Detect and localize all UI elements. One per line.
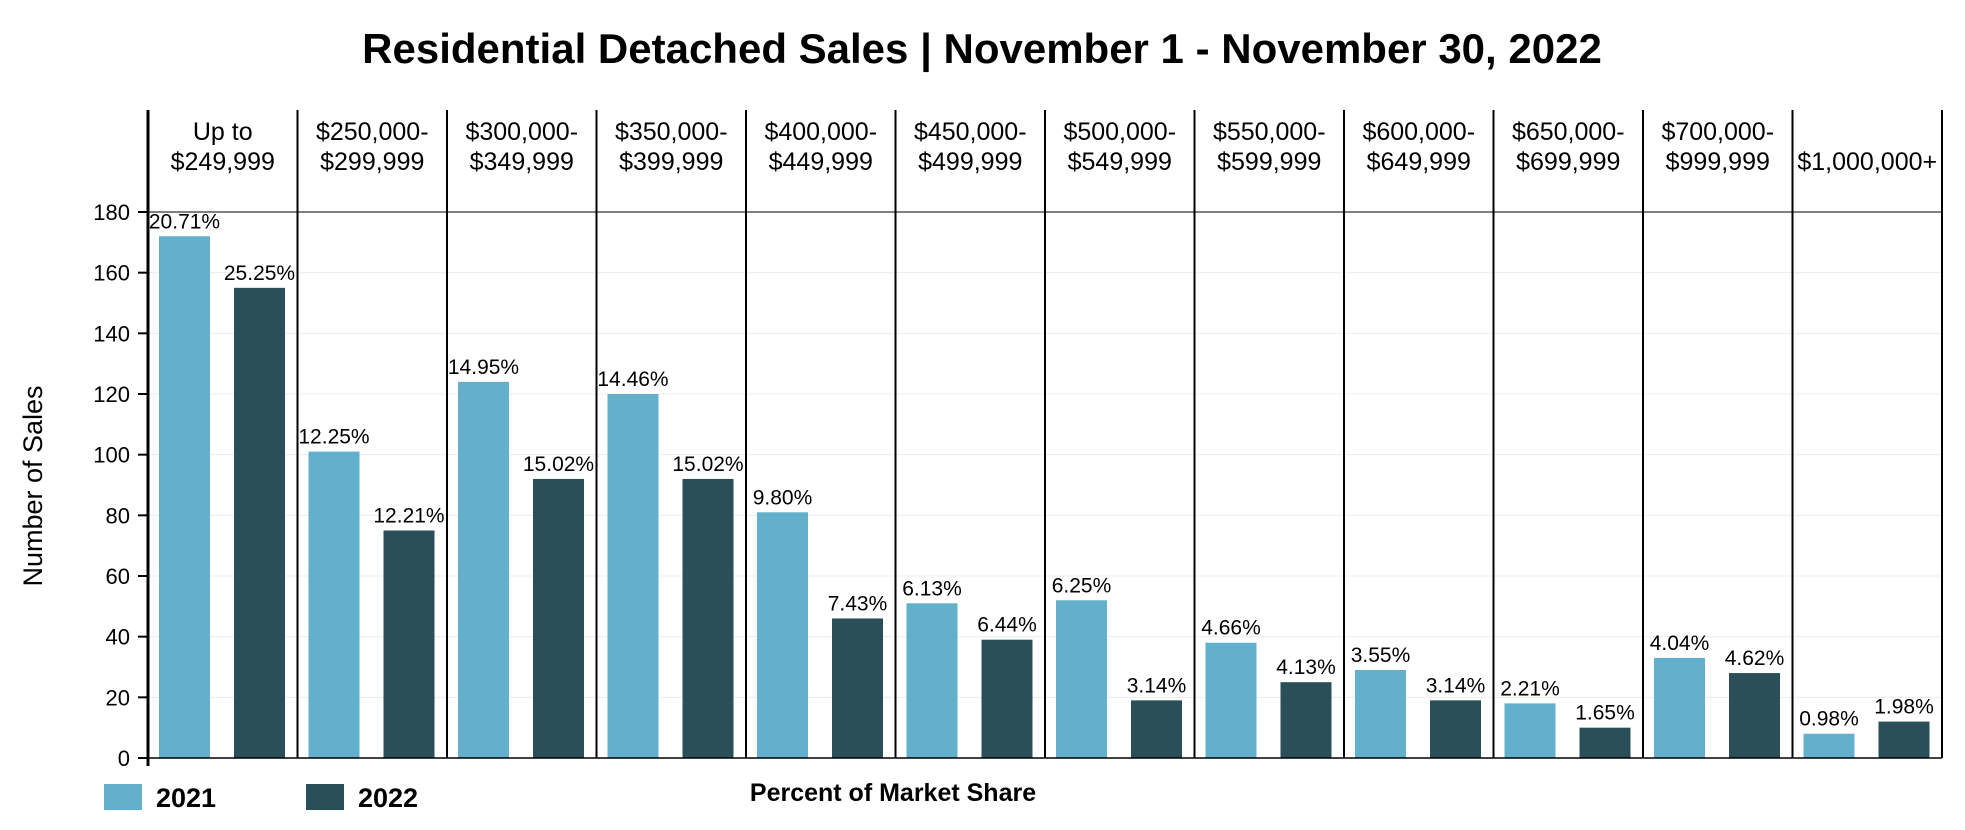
data-label: 3.14% bbox=[1426, 674, 1486, 697]
data-label: 6.13% bbox=[902, 577, 962, 600]
y-axis-title: Number of Sales bbox=[18, 385, 48, 586]
y-tick-label: 80 bbox=[106, 503, 130, 528]
category-label: $699,999 bbox=[1516, 148, 1620, 176]
category-label: $649,999 bbox=[1367, 148, 1471, 176]
bar-2022 bbox=[533, 478, 584, 758]
category-label: $299,999 bbox=[320, 148, 424, 176]
bar-2022 bbox=[1878, 721, 1930, 758]
bar-2021 bbox=[1654, 657, 1705, 758]
data-label: 15.02% bbox=[672, 453, 743, 476]
category-label: $449,999 bbox=[769, 148, 873, 176]
bar-2021 bbox=[458, 381, 509, 758]
category-label: $700,000- bbox=[1661, 118, 1774, 146]
data-label: 1.65% bbox=[1575, 702, 1635, 725]
category-label: $549,999 bbox=[1068, 148, 1172, 176]
bar-2022 bbox=[1430, 700, 1481, 758]
category-label: $349,999 bbox=[470, 148, 574, 176]
bar-2022 bbox=[1729, 673, 1780, 758]
bar-2021 bbox=[607, 394, 659, 758]
category-label: $550,000- bbox=[1213, 118, 1326, 146]
category-headers: Up to$249,999$250,000-$299,999$300,000-$… bbox=[171, 118, 1938, 176]
bar-2022 bbox=[234, 287, 285, 758]
data-label: 12.25% bbox=[298, 426, 369, 449]
data-label: 0.98% bbox=[1799, 708, 1859, 731]
category-label: $1,000,000+ bbox=[1797, 148, 1937, 176]
legend-label: 2021 bbox=[156, 783, 216, 813]
y-tick-label: 160 bbox=[93, 261, 130, 286]
y-tick-label: 20 bbox=[106, 685, 130, 710]
bar-2021 bbox=[308, 451, 360, 758]
data-label: 4.13% bbox=[1276, 656, 1336, 679]
y-tick-label: 120 bbox=[93, 382, 130, 407]
category-label: $249,999 bbox=[171, 148, 275, 176]
data-label: 2.21% bbox=[1500, 677, 1560, 700]
data-label: 12.21% bbox=[373, 505, 444, 528]
y-tick-label: 180 bbox=[93, 200, 130, 225]
bar-2022 bbox=[682, 478, 734, 758]
category-label: $350,000- bbox=[615, 118, 728, 146]
y-tick-label: 60 bbox=[106, 564, 130, 589]
category-label: $999,999 bbox=[1666, 148, 1770, 176]
data-label: 20.71% bbox=[149, 210, 220, 233]
y-tick-label: 40 bbox=[106, 625, 130, 650]
data-label: 14.95% bbox=[448, 356, 519, 379]
axes: 0 20 40 60 80 100 120 140 160 180 bbox=[93, 110, 1943, 771]
data-label: 25.25% bbox=[224, 262, 295, 285]
bar-2022 bbox=[981, 639, 1033, 758]
x-axis-footer-label: Percent of Market Share bbox=[750, 779, 1036, 807]
data-label: 4.62% bbox=[1725, 647, 1785, 670]
category-label: Up to bbox=[193, 118, 253, 146]
data-label: 4.04% bbox=[1650, 632, 1710, 655]
bar-2021 bbox=[1056, 600, 1107, 758]
y-tick-label: 140 bbox=[93, 321, 130, 346]
bar-2022 bbox=[832, 618, 883, 758]
category-label: $600,000- bbox=[1362, 118, 1475, 146]
category-label: $450,000- bbox=[914, 118, 1027, 146]
data-label: 14.46% bbox=[597, 368, 668, 391]
data-label: 7.43% bbox=[828, 592, 888, 615]
bar-2021 bbox=[757, 512, 808, 758]
category-label: $500,000- bbox=[1063, 118, 1176, 146]
category-label: $650,000- bbox=[1512, 118, 1625, 146]
bar-2021 bbox=[906, 603, 958, 758]
bar-2022 bbox=[1280, 682, 1332, 758]
bar-2022 bbox=[1579, 727, 1631, 758]
data-label: 4.66% bbox=[1201, 617, 1261, 640]
category-label: $300,000- bbox=[465, 118, 578, 146]
legend-label: 2022 bbox=[358, 783, 418, 813]
data-label: 3.14% bbox=[1127, 674, 1187, 697]
y-tick-label: 100 bbox=[93, 443, 130, 468]
category-label: $250,000- bbox=[316, 118, 429, 146]
legend: 2021 2022 bbox=[104, 783, 418, 813]
data-label: 6.25% bbox=[1052, 574, 1112, 597]
bar-2021 bbox=[1355, 670, 1406, 758]
bar-2022 bbox=[383, 530, 435, 758]
legend-swatch-2021 bbox=[104, 784, 142, 810]
bar-2021 bbox=[1205, 642, 1257, 758]
data-labels: 20.71% 12.25% 14.95% 14.46% 9.80% 6.13% 6.25% 4… bbox=[149, 210, 1934, 730]
bar-2021 bbox=[1504, 703, 1556, 758]
bars bbox=[159, 236, 1930, 758]
legend-swatch-2022 bbox=[306, 784, 344, 810]
data-label: 1.98% bbox=[1874, 696, 1934, 719]
data-label: 3.55% bbox=[1351, 644, 1411, 667]
category-label: $399,999 bbox=[619, 148, 723, 176]
bar-2021 bbox=[159, 236, 210, 758]
bar-2022 bbox=[1131, 700, 1182, 758]
category-label: $499,999 bbox=[918, 148, 1022, 176]
category-label: $400,000- bbox=[764, 118, 877, 146]
category-label: $599,999 bbox=[1217, 148, 1321, 176]
data-label: 15.02% bbox=[523, 453, 594, 476]
y-tick-label: 0 bbox=[118, 746, 130, 771]
bar-2021 bbox=[1803, 733, 1855, 758]
data-label: 9.80% bbox=[753, 486, 813, 509]
chart-title: Residential Detached Sales | November 1 … bbox=[362, 25, 1602, 73]
data-label: 6.44% bbox=[977, 614, 1037, 637]
